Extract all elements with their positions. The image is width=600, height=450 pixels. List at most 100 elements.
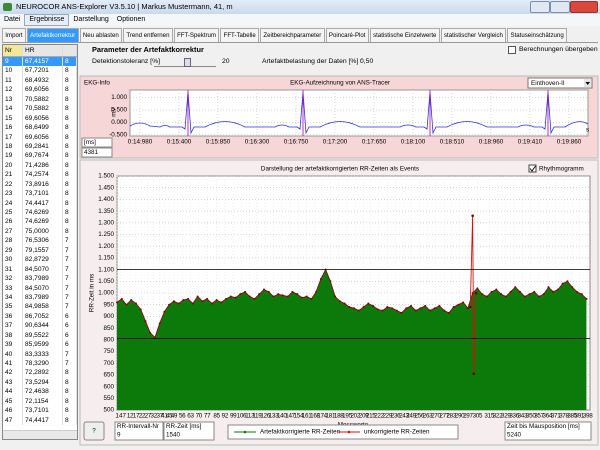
tab[interactable]: statistischer Vergleich: [440, 28, 507, 42]
x-tick-label: 181: [326, 413, 336, 420]
ekg-field: [81, 147, 113, 158]
table-row[interactable]: 17 69,6056 8: [3, 132, 77, 142]
tab[interactable]: Zeitbereichparameter: [260, 28, 325, 42]
table-cell: 67,4157: [23, 57, 63, 67]
table-row[interactable]: 28 76,5306 7: [3, 236, 77, 246]
table-row[interactable]: 26 74,6269 8: [3, 217, 77, 227]
tab[interactable]: Neu ablasten: [79, 28, 123, 42]
table-row[interactable]: 11 68,4932 8: [3, 75, 77, 86]
ekg-plot: [129, 89, 589, 137]
table-row[interactable]: 18 69,2841 8: [3, 141, 77, 152]
tab[interactable]: Statuseinschätzung: [507, 28, 568, 42]
data-point: [177, 302, 180, 305]
y-tick-label: 550: [103, 395, 114, 402]
table-row[interactable]: 25 74,6269 8: [3, 208, 77, 218]
table-row[interactable]: 23 73,7101 8: [3, 189, 77, 199]
minimize-button[interactable]: [530, 1, 550, 13]
table-row[interactable]: 15 69,6056 8: [3, 113, 77, 124]
data-point: [201, 300, 204, 303]
table-row[interactable]: 27 75,0000 8: [3, 226, 77, 237]
table-row[interactable]: 24 74,4417 8: [3, 198, 77, 208]
table-row[interactable]: 19 69,7674 8: [3, 151, 77, 161]
table-row[interactable]: 33 84,5070 7: [3, 283, 77, 293]
table-row[interactable]: 39 85,9599 6: [3, 340, 77, 350]
data-point: [372, 304, 375, 307]
table-cell: 26: [3, 217, 23, 227]
maximize-button[interactable]: [550, 1, 570, 13]
data-point: [447, 311, 450, 314]
table-cell: 83,7989: [23, 274, 63, 284]
table-row[interactable]: 32 83,7989 7: [3, 274, 77, 284]
data-point: [120, 297, 123, 300]
table-row[interactable]: 35 84,9858 7: [3, 302, 77, 312]
table-row[interactable]: 44 72,4638 8: [3, 387, 77, 397]
tolerance-slider[interactable]: [154, 56, 216, 67]
table-row[interactable]: 9 67,4157 8: [3, 57, 77, 67]
data-point: [191, 302, 194, 305]
table-row[interactable]: 46 73,7101 8: [3, 406, 77, 416]
ekg-title: EKG-Aufzeichnung von ANS-Tracer: [290, 80, 390, 87]
data-point: [272, 295, 275, 298]
tab[interactable]: FFT-Spektrum: [173, 28, 220, 42]
table-row[interactable]: 45 72,1154 8: [3, 396, 77, 407]
table-cell: 73,8916: [23, 179, 63, 190]
table-row[interactable]: 47 74,4417 8: [3, 415, 77, 426]
table-row[interactable]: 13 70,5882 8: [3, 94, 77, 105]
table-row[interactable]: 14 70,5882 8: [3, 104, 77, 114]
table-row[interactable]: 36 86,7052 6: [3, 311, 77, 322]
data-point: [419, 307, 422, 310]
checkbox[interactable]: [508, 46, 516, 54]
tab[interactable]: Import: [2, 28, 26, 42]
tab[interactable]: statistische Einzelwerte: [369, 28, 440, 42]
x-tick-label: 277: [439, 413, 449, 420]
table-cell: 72,4638: [23, 387, 63, 397]
table-row[interactable]: 12 69,6056 8: [3, 85, 77, 95]
table-row[interactable]: 20 71,4286 8: [3, 160, 77, 171]
table-cell: 43: [3, 377, 23, 388]
x-tick-label: 168: [310, 413, 320, 420]
close-button[interactable]: [570, 1, 598, 13]
tab[interactable]: Poincaré-Plot: [325, 28, 369, 42]
table-row[interactable]: 40 83,3333 7: [3, 349, 77, 359]
scrollbar[interactable]: [3, 430, 77, 439]
table-cell: 8: [63, 368, 77, 378]
table-row[interactable]: 31 84,5070 7: [3, 264, 77, 275]
data-point: [500, 293, 503, 296]
data-point: [585, 297, 588, 300]
menu-item[interactable]: Darstellung: [73, 16, 109, 23]
data-point: [566, 280, 569, 283]
menu-item[interactable]: Optionen: [116, 16, 146, 23]
table-cell: 7: [63, 245, 77, 256]
table-cell: 82,8729: [23, 255, 63, 265]
tab[interactable]: Trend entfernen: [123, 28, 173, 42]
data-point: [244, 290, 247, 293]
table-cell: 6: [63, 311, 77, 322]
table-row[interactable]: 42 72,2892 8: [3, 368, 77, 378]
interval-value: 9: [117, 432, 121, 439]
table-cell: 69,6056: [23, 132, 63, 142]
table-row[interactable]: 21 74,2574 8: [3, 170, 77, 180]
menu-item[interactable]: Ergebnisse: [24, 14, 70, 26]
slider-thumb[interactable]: [184, 58, 191, 67]
tab[interactable]: Artefaktkorrektur: [26, 28, 79, 42]
table-cell: 8: [63, 415, 77, 426]
table-row[interactable]: 30 82,8729 7: [3, 255, 77, 265]
table-row[interactable]: 34 83,7989 7: [3, 292, 77, 303]
table-row[interactable]: 16 68,6499 8: [3, 123, 77, 133]
table-row[interactable]: 29 79,1557 7: [3, 245, 77, 256]
table-row[interactable]: 43 73,5294 8: [3, 377, 77, 388]
table-cell: 6: [63, 330, 77, 341]
x-tick-label: 140: [277, 413, 287, 420]
table-row[interactable]: 37 90,6344 6: [3, 321, 77, 331]
table-cell: 42: [3, 368, 23, 378]
lead-dropdown[interactable]: [527, 77, 593, 89]
table-row[interactable]: 41 78,3290 7: [3, 359, 77, 369]
menu-item[interactable]: Datei: [4, 16, 21, 23]
ekg-y-tick-label: -0.500: [109, 131, 127, 138]
table-row[interactable]: 22 73,8916 8: [3, 179, 77, 190]
table-row[interactable]: 10 67,7201 8: [3, 66, 77, 76]
tab[interactable]: FFT-Tabelle: [220, 28, 260, 42]
table-row[interactable]: 38 89,5522 6: [3, 330, 77, 341]
help-button[interactable]: [83, 421, 105, 441]
rhythmogram-checkbox[interactable]: [528, 164, 537, 173]
